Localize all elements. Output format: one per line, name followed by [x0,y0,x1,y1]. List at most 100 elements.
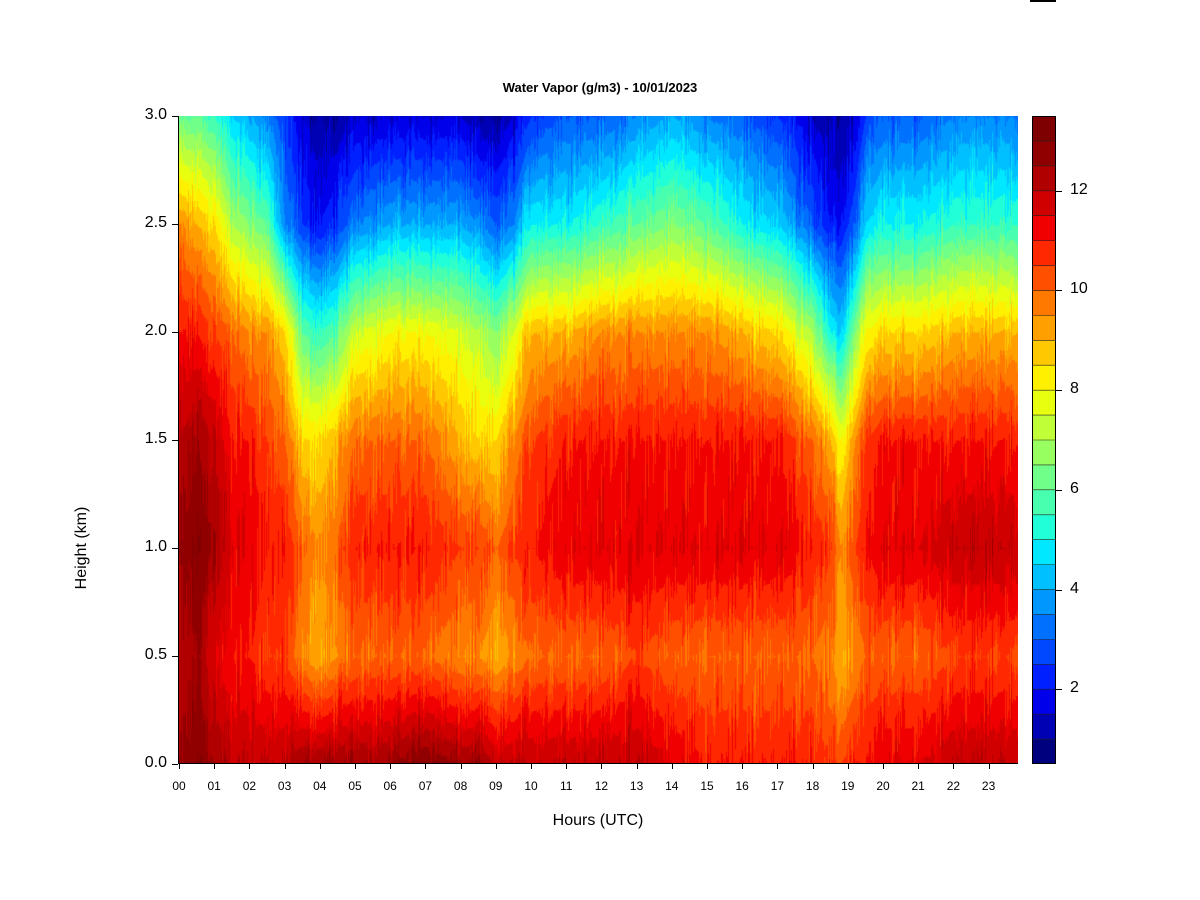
x-tick-mark [777,764,779,769]
colorbar-level [1032,140,1056,167]
colorbar-level [1032,514,1056,540]
x-tick-label: 06 [383,779,397,793]
colorbar [1032,116,1056,764]
x-tick-label: 09 [489,779,503,793]
x-tick-label: 11 [559,779,573,793]
x-tick-label: 13 [629,779,644,793]
corner-mark [1030,0,1056,2]
colorbar-level [1032,639,1056,665]
chart-title: Water Vapor (g/m3) - 10/01/2023 [502,80,698,95]
x-tick-mark [671,764,673,769]
x-tick-mark [531,764,532,769]
colorbar-level [1032,315,1056,341]
x-tick-mark [214,764,216,769]
x-tick-mark [918,764,920,769]
x-tick-mark [425,764,427,769]
y-tick-mark [172,224,178,225]
x-tick-mark [495,764,497,769]
x-tick-mark [355,764,356,769]
x-tick-label: 01 [207,779,221,793]
y-tick-mark [172,332,178,333]
x-tick-label: 22 [946,779,961,793]
colorbar-level [1032,614,1056,640]
colorbar-level [1032,165,1056,192]
y-tick-label: 0.5 [144,646,167,663]
colorbar-level [1032,539,1056,565]
x-tick-mark [742,764,744,769]
x-axis-label: Hours (UTC) [552,812,644,829]
colorbar-tick-mark [1056,689,1062,691]
x-tick-mark [601,764,603,769]
colorbar-level [1032,415,1056,441]
x-tick-label: 02 [242,779,257,793]
colorbar-tick-label: 10 [1070,280,1088,298]
x-tick-label: 00 [172,779,186,793]
y-tick-mark [172,116,178,117]
colorbar-level [1032,714,1056,740]
x-tick-label: 03 [277,779,292,793]
x-tick-mark [284,764,286,769]
x-tick-mark [707,764,708,769]
y-tick-label: 0.0 [144,754,167,771]
x-tick-label: 19 [841,779,855,793]
x-tick-label: 12 [594,779,609,793]
x-tick-mark [460,764,462,769]
y-tick-mark [172,764,178,765]
y-tick-mark [172,440,178,441]
y-tick-mark [172,548,178,549]
colorbar-level [1032,390,1056,416]
colorbar-level [1032,365,1056,391]
y-tick-label: 1.5 [144,430,167,447]
colorbar-tick-label: 4 [1070,579,1079,597]
colorbar-level [1032,290,1056,316]
colorbar-tick-mark [1056,390,1062,392]
colorbar-level [1032,664,1056,690]
x-tick-label: 15 [700,779,714,793]
heatmap-plot-area [179,116,1018,764]
colorbar-tick-mark [1056,489,1062,491]
y-tick-label: 2.0 [144,322,167,339]
y-tick-mark [172,656,178,657]
y-tick-label: 2.5 [144,214,167,231]
colorbar-level [1032,589,1056,615]
x-tick-mark [988,764,990,769]
colorbar-level [1032,190,1056,216]
colorbar-tick-mark [1056,290,1062,292]
x-tick-mark [883,764,884,769]
colorbar-level [1032,440,1056,466]
x-tick-label: 08 [453,779,468,793]
x-tick-label: 20 [876,779,890,793]
x-tick-label: 17 [770,779,785,793]
x-tick-mark [390,764,392,769]
colorbar-level [1032,739,1056,764]
x-tick-mark [847,764,849,769]
x-tick-mark [179,764,180,769]
x-tick-label: 16 [735,779,749,793]
colorbar-tick-mark [1056,589,1062,591]
colorbar-level [1032,489,1056,516]
x-tick-label: 23 [981,779,996,793]
colorbar-level [1032,116,1056,142]
colorbar-level [1032,240,1056,266]
x-tick-label: 04 [313,779,327,793]
x-tick-mark [249,764,251,769]
colorbar-tick-label: 2 [1070,679,1079,697]
x-tick-label: 18 [805,779,820,793]
colorbar-border [1032,116,1056,764]
x-tick-label: 10 [524,779,538,793]
colorbar-tick-label: 6 [1070,479,1079,497]
colorbar-level [1032,464,1056,491]
x-tick-mark [566,764,568,769]
x-tick-label: 05 [348,779,362,793]
x-tick-label: 14 [665,779,679,793]
x-tick-label: 21 [911,779,925,793]
y-tick-label: 1.0 [144,538,167,555]
x-tick-mark [319,764,321,769]
x-tick-mark [812,764,814,769]
x-tick-mark [953,764,955,769]
y-tick-label: 3.0 [144,106,167,123]
colorbar-tick-label: 8 [1070,380,1079,398]
colorbar-level [1032,215,1056,241]
y-axis-label: Height (km) [73,506,90,590]
x-tick-label: 07 [418,779,433,793]
